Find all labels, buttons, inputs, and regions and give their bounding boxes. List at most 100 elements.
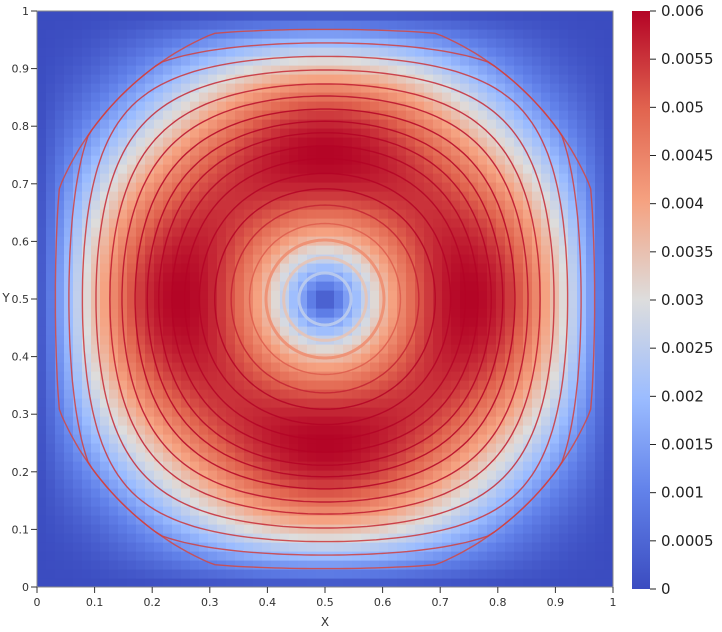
heatmap-cell — [82, 83, 92, 93]
heatmap-cell — [595, 335, 605, 345]
heatmap-cell — [388, 65, 398, 75]
heatmap-cell — [235, 551, 245, 561]
y-tick-label: 0.7 — [12, 178, 30, 191]
heatmap-cell — [154, 254, 164, 264]
heatmap-cell — [487, 308, 497, 318]
heatmap-cell — [82, 200, 92, 210]
heatmap-cell — [514, 209, 524, 219]
heatmap-cell — [325, 470, 335, 480]
heatmap-cell — [262, 272, 272, 282]
heatmap-cell — [505, 425, 515, 435]
heatmap-cell — [235, 533, 245, 543]
heatmap-cell — [442, 245, 452, 255]
heatmap-cell — [577, 560, 587, 570]
heatmap-cell — [505, 533, 515, 543]
heatmap-cell — [289, 308, 299, 318]
heatmap-cell — [334, 20, 344, 30]
heatmap-cell — [190, 497, 200, 507]
heatmap-cell — [460, 353, 470, 363]
heatmap-cell — [433, 344, 443, 354]
heatmap-cell — [559, 173, 569, 183]
heatmap-cell — [577, 173, 587, 183]
heatmap-cell — [55, 209, 65, 219]
heatmap-cell — [127, 137, 137, 147]
heatmap-cell — [199, 20, 209, 30]
heatmap-cell — [163, 524, 173, 534]
heatmap-cell — [532, 380, 542, 390]
y-tick-label: 0.5 — [12, 293, 30, 306]
heatmap-cell — [478, 407, 488, 417]
heatmap-cell — [82, 56, 92, 66]
heatmap-cell — [37, 326, 47, 336]
heatmap-cell — [325, 560, 335, 570]
heatmap-cell — [73, 515, 83, 525]
heatmap-cell — [397, 497, 407, 507]
heatmap-cell — [163, 434, 173, 444]
heatmap-cell — [604, 227, 613, 237]
heatmap-cell — [478, 245, 488, 255]
heatmap-cell — [217, 182, 227, 192]
heatmap-cell — [253, 308, 263, 318]
heatmap-cell — [244, 506, 254, 516]
heatmap-cell — [343, 254, 353, 264]
heatmap-cell — [397, 380, 407, 390]
heatmap-cell — [424, 299, 434, 309]
heatmap-cell — [424, 155, 434, 165]
heatmap-cell — [334, 488, 344, 498]
heatmap-cell — [109, 74, 119, 84]
heatmap-cell — [424, 218, 434, 228]
heatmap-cell — [388, 38, 398, 48]
heatmap-cell — [163, 344, 173, 354]
heatmap-cell — [118, 119, 128, 129]
heatmap-cell — [145, 443, 155, 453]
heatmap-cell — [334, 533, 344, 543]
heatmap-cell — [235, 326, 245, 336]
heatmap-cell — [64, 128, 74, 138]
heatmap-cell — [487, 182, 497, 192]
heatmap-cell — [442, 479, 452, 489]
heatmap-cell — [100, 407, 110, 417]
heatmap-cell — [172, 308, 182, 318]
heatmap-cell — [559, 569, 569, 579]
heatmap-cell — [559, 551, 569, 561]
heatmap-cell — [307, 29, 317, 39]
heatmap-cell — [541, 227, 551, 237]
heatmap-cell — [316, 155, 326, 165]
heatmap-cell — [550, 56, 560, 66]
heatmap-cell — [370, 353, 380, 363]
heatmap-cell — [37, 263, 47, 273]
heatmap-cell — [532, 263, 542, 273]
heatmap-cell — [397, 299, 407, 309]
heatmap-cell — [91, 227, 101, 237]
heatmap-cell — [199, 470, 209, 480]
heatmap-cell — [307, 389, 317, 399]
heatmap-cell — [136, 425, 146, 435]
heatmap-cell — [289, 371, 299, 381]
heatmap-cell — [37, 29, 47, 39]
heatmap-cell — [217, 488, 227, 498]
heatmap-cell — [514, 137, 524, 147]
heatmap-cell — [37, 227, 47, 237]
heatmap-cell — [388, 470, 398, 480]
heatmap-cell — [217, 173, 227, 183]
heatmap-cell — [478, 254, 488, 264]
heatmap-cell — [559, 479, 569, 489]
heatmap-cell — [334, 506, 344, 516]
heatmap-cell — [253, 551, 263, 561]
heatmap-cell — [181, 452, 191, 462]
heatmap-cell — [217, 416, 227, 426]
heatmap-cell — [424, 290, 434, 300]
heatmap-cell — [181, 11, 191, 21]
heatmap-cell — [352, 209, 362, 219]
heatmap-cell — [181, 434, 191, 444]
heatmap-cell — [568, 380, 578, 390]
heatmap-cell — [73, 488, 83, 498]
heatmap-cell — [478, 497, 488, 507]
heatmap-cell — [208, 65, 218, 75]
heatmap-cell — [541, 101, 551, 111]
heatmap-cell — [91, 443, 101, 453]
heatmap-cell — [208, 218, 218, 228]
heatmap-cell — [136, 74, 146, 84]
heatmap-cell — [361, 317, 371, 327]
heatmap-cell — [442, 308, 452, 318]
